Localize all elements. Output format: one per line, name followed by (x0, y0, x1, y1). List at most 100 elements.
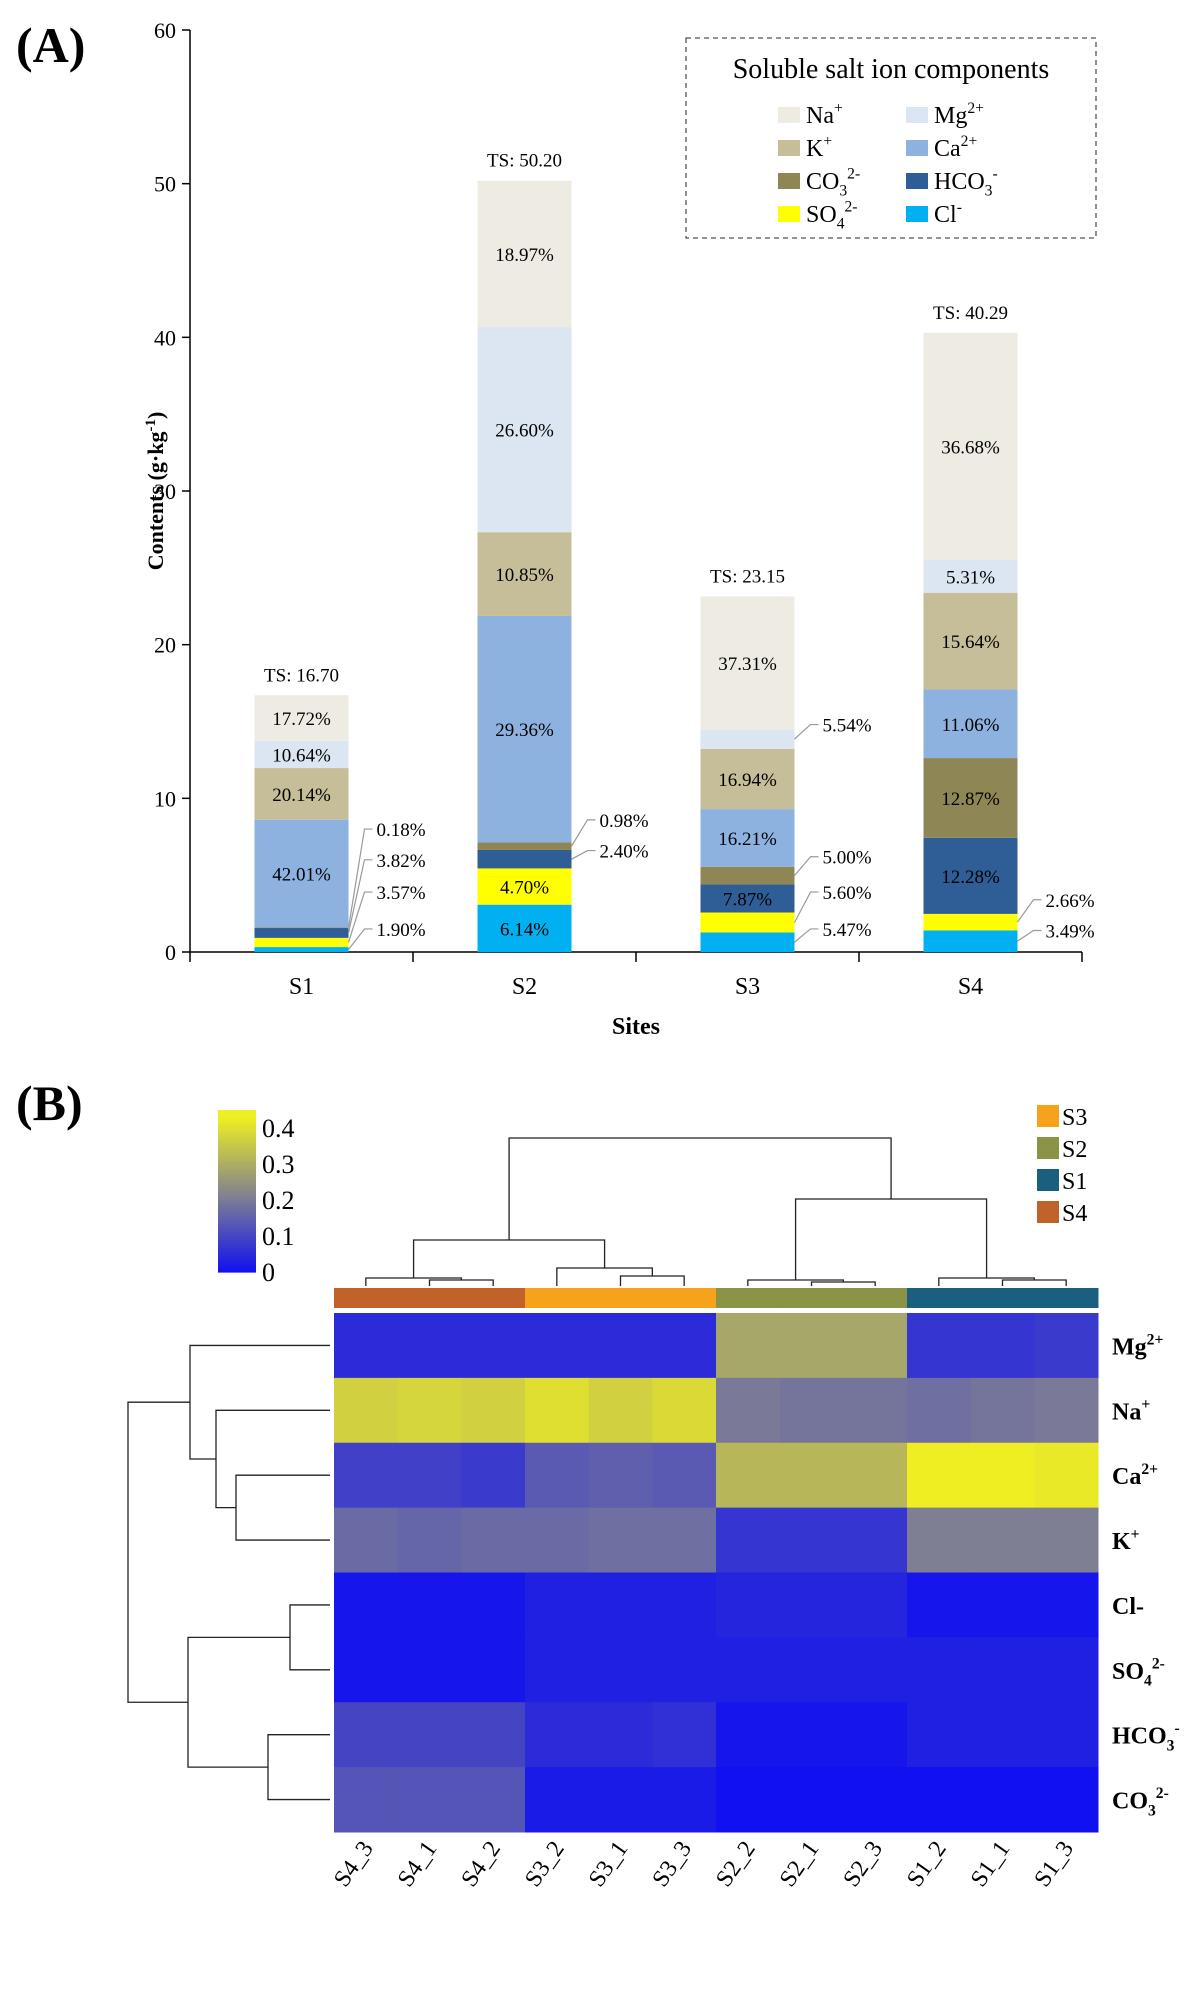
row-label-so-base: SO (1112, 1659, 1144, 1685)
data-label: 42.01% (272, 865, 331, 886)
heatmap-cell-co-s3_1 (588, 1767, 653, 1833)
colorbar-segment (218, 1236, 256, 1241)
colorbar-segment (218, 1161, 256, 1165)
bar-segment-so4-s1 (254, 937, 349, 948)
data-label: 2.66% (1046, 891, 1095, 912)
dendrogram-branch (428, 1279, 494, 1286)
bar-segment-na-s1 (254, 695, 349, 741)
heatmap-cell-na-s4_1 (397, 1377, 462, 1444)
group-strip-s1 (907, 1288, 972, 1308)
x-tick-label: S4 (958, 974, 983, 1000)
colorbar-segment (218, 1164, 256, 1168)
legend-label-k-sup: + (823, 133, 832, 150)
data-label: 11.06% (942, 715, 1000, 736)
group-legend-label: S4 (1062, 1201, 1087, 1227)
row-label-k: K+ (1112, 1526, 1140, 1555)
heatmap-cell-hco-s2_3 (843, 1702, 908, 1768)
dendrogram-branch (289, 1604, 330, 1671)
heatmap-cell-ca-s3_1 (588, 1442, 653, 1509)
data-label: 5.31% (946, 567, 995, 588)
heatmap-cell-k-s3_2 (525, 1507, 590, 1573)
callout-line (794, 856, 819, 877)
heatmap-cell-ca-s4_2 (461, 1442, 526, 1509)
data-label: 5.60% (823, 883, 872, 904)
legend-label-co3-sup: 2- (847, 165, 860, 182)
colorbar-segment (218, 1185, 256, 1189)
data-label: 1.90% (377, 920, 426, 941)
colorbar-segment (218, 1209, 256, 1214)
y-axis-title-close: ) (143, 412, 168, 419)
colorbar-tick-label: 0.1 (262, 1222, 295, 1251)
group-strip-s4 (461, 1288, 526, 1308)
heatmap-cell-na-s2_2 (716, 1377, 781, 1444)
legend-label-cl-base: Cl (934, 202, 957, 228)
group-strip-s2 (843, 1288, 908, 1308)
data-label: 29.36% (495, 720, 554, 741)
colorbar-segment (218, 1128, 256, 1133)
heatmap-cell-so-s4_3 (334, 1637, 399, 1703)
data-label: 26.60% (495, 421, 554, 442)
bar-segment-mg-s1 (254, 740, 349, 769)
column-label: S3_2 (520, 1837, 570, 1892)
heatmap-cell-ca-s2_2 (716, 1442, 781, 1509)
row-label-hco-sup: - (1174, 1720, 1179, 1737)
heatmap-cell-hco-s2_2 (716, 1702, 781, 1768)
panel-a-label: (A) (16, 17, 85, 73)
dendrogram-branch (1001, 1279, 1067, 1286)
row-label-hco-base: HCO (1112, 1724, 1167, 1750)
colorbar-segment (218, 1110, 256, 1114)
heatmap-cell-na-s1_1 (970, 1377, 1035, 1444)
row-label-mg-sup: 2+ (1147, 1331, 1164, 1348)
y-tick-label: 10 (154, 786, 176, 811)
panel-b-label: (B) (16, 1075, 83, 1131)
heatmap-cell-co-s1_2 (907, 1767, 972, 1833)
group-legend-label: S3 (1062, 1105, 1087, 1131)
heatmap-cell-hco-s3_3 (652, 1702, 717, 1768)
heatmap-cell-mg-s4_1 (397, 1313, 462, 1379)
legend-label-so4-sup: 2- (844, 198, 857, 215)
heatmap-cell-ca-s4_1 (397, 1442, 462, 1509)
colorbar-segment (218, 1150, 256, 1154)
row-label-hco-sub: 3 (1167, 1737, 1175, 1754)
data-label: 17.72% (272, 709, 331, 730)
data-label: 20.14% (272, 785, 331, 806)
heatmap-cell-mg-s4_2 (461, 1313, 526, 1379)
heatmap-cell-co-s1_1 (970, 1767, 1035, 1833)
data-label: 6.14% (500, 919, 549, 940)
group-strip-s4 (397, 1288, 462, 1308)
legend-swatch (906, 107, 928, 123)
column-label: S3_3 (647, 1837, 697, 1892)
heatmap-cell-hco-s1_3 (1034, 1702, 1099, 1768)
heatmap-cell-ca-s3_3 (652, 1442, 717, 1509)
legend-label-co3: CO32- (806, 165, 860, 199)
row-label-so-sup: 2- (1152, 1655, 1165, 1672)
group-legend-label: S1 (1062, 1169, 1087, 1195)
row-label-co-base: CO (1112, 1789, 1148, 1815)
heatmap-cell-mg-s2_1 (779, 1313, 844, 1379)
colorbar-segment (218, 1207, 256, 1211)
total-label: TS: 16.70 (264, 665, 339, 686)
dendrogram-branch (189, 1344, 330, 1460)
heatmap-cell-so-s4_2 (461, 1637, 526, 1703)
heatmap-cell-so-s3_1 (588, 1637, 653, 1703)
column-label: S4_3 (329, 1837, 379, 1892)
bar-segment-ca-s1 (254, 819, 349, 928)
x-tick-label: S3 (735, 974, 760, 1000)
heatmap-cell-mg-s1_2 (907, 1313, 972, 1379)
colorbar-segment (218, 1269, 256, 1273)
heatmap-chart: Mg2+Na+Ca2+K+Cl-SO42-HCO3-CO32-S4_3 S4_1 S… (127, 1105, 1180, 1892)
data-label: 4.70% (500, 878, 549, 899)
bar-segment-cl-s4 (923, 930, 1018, 952)
y-tick-label: 20 (154, 633, 176, 658)
bar-segment-k-s1 (254, 768, 349, 820)
data-label: 15.64% (941, 632, 1000, 653)
colorbar-segment (218, 1223, 256, 1227)
heatmap-cell-co-s4_2 (461, 1767, 526, 1833)
bar-segment-cl-s3 (700, 932, 795, 952)
colorbar-segment (218, 1191, 256, 1195)
heatmap-cell-mg-s4_3 (334, 1313, 399, 1379)
column-label: S1_1 (966, 1837, 1016, 1892)
heatmap-cell-k-s3_3 (652, 1507, 717, 1573)
colorbar-segment (218, 1182, 256, 1187)
callout-line (794, 928, 819, 943)
